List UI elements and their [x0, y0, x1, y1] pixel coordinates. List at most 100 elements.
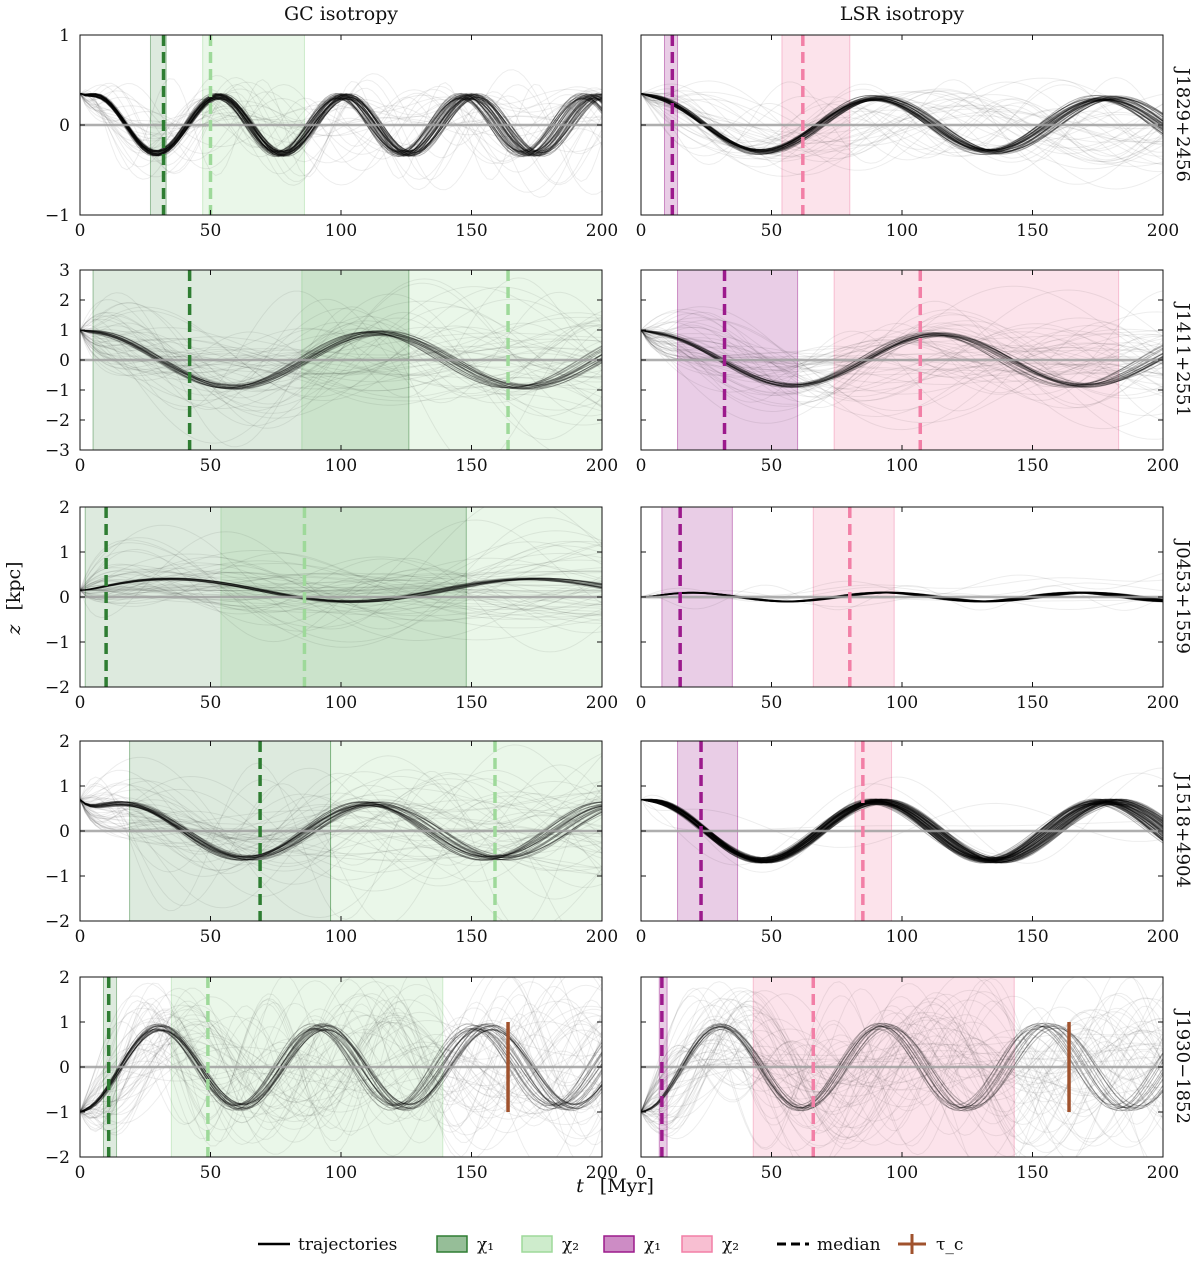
- x-tick-label: 100: [886, 1163, 918, 1183]
- x-tick-label: 100: [886, 927, 918, 947]
- legend-label: τ_c: [936, 1235, 963, 1255]
- plot-area: [80, 741, 602, 921]
- legend-label: χ₁: [477, 1235, 494, 1255]
- legend-item-4: χ₂: [681, 1235, 739, 1255]
- x-tick-label: 150: [1016, 456, 1048, 476]
- x-tick-label: 200: [1147, 693, 1179, 713]
- panel-2-0: 0 50 100 150 200 −2 −1 0 1 2: [45, 498, 618, 713]
- legend-item-0: trajectories: [258, 1235, 397, 1255]
- y-tick-label: 3: [59, 261, 70, 281]
- y-tick-label: 2: [59, 732, 70, 752]
- x-tick-label: 100: [325, 927, 357, 947]
- plot-area: [641, 270, 1163, 450]
- x-tick-label: 100: [325, 693, 357, 713]
- legend-item-1: χ₁: [436, 1235, 494, 1255]
- panel-3-1: 0 50 100 150 200 J1518+4904: [636, 740, 1193, 947]
- x-tick-label: 100: [886, 693, 918, 713]
- y-tick-label: −2: [45, 678, 70, 698]
- legend-label: χ₁: [644, 1235, 661, 1255]
- x-tick-label: 0: [636, 456, 647, 476]
- x-tick-label: 150: [1016, 1163, 1048, 1183]
- legend-item-2: χ₂: [521, 1235, 579, 1255]
- x-axis-unit: [Myr]: [600, 1175, 654, 1197]
- x-tick-label: 200: [586, 1163, 618, 1183]
- trajectories: [80, 744, 602, 921]
- y-tick-label: 1: [59, 321, 70, 341]
- x-tick-label: 0: [636, 927, 647, 947]
- x-axis-label: t [Myr]: [576, 1175, 654, 1197]
- y-tick-label: 0: [59, 588, 70, 608]
- y-tick-label: −2: [45, 411, 70, 431]
- x-tick-label: 0: [75, 221, 86, 241]
- column-title-lsr: LSR isotropy: [840, 3, 965, 25]
- panel-3-0: 0 50 100 150 200 −2 −1 0 1 2: [45, 732, 618, 947]
- x-tick-label: 50: [761, 693, 783, 713]
- x-tick-label: 100: [325, 456, 357, 476]
- x-tick-label: 150: [1016, 927, 1048, 947]
- x-tick-label: 150: [1016, 693, 1048, 713]
- y-tick-label: −2: [45, 912, 70, 932]
- x-tick-label: 100: [325, 221, 357, 241]
- trajectories: [80, 507, 602, 653]
- x-tick-label: 0: [636, 693, 647, 713]
- y-tick-label: 1: [59, 1013, 70, 1033]
- x-tick-label: 50: [761, 456, 783, 476]
- legend-item-3: χ₁: [603, 1235, 661, 1255]
- trajectories: [641, 76, 1163, 190]
- x-tick-label: 0: [636, 1163, 647, 1183]
- x-tick-label: 200: [1147, 1163, 1179, 1183]
- x-tick-label: 50: [200, 693, 222, 713]
- pulsar-label: J1829+2456: [1172, 66, 1193, 182]
- y-tick-label: −2: [45, 1148, 70, 1168]
- y-tick-label: −1: [45, 381, 70, 401]
- plot-area: [80, 35, 602, 215]
- legend-label: trajectories: [298, 1235, 397, 1255]
- pulsar-label: J1930−1852: [1172, 1008, 1193, 1124]
- x-tick-label: 50: [200, 221, 222, 241]
- panel-4-0: 0 50 100 150 200 −2 −1 0 1 2: [45, 968, 618, 1183]
- trajectories: [641, 572, 1163, 611]
- pulsar-label: J1411+2551: [1172, 301, 1193, 417]
- trajectories: [641, 767, 1163, 873]
- legend: trajectories χ₁ χ₂ χ₁ χ₂ median τ_c: [258, 1234, 963, 1255]
- x-tick-label: 200: [586, 693, 618, 713]
- panel-2-1: 0 50 100 150 200 J0453+1559: [636, 506, 1193, 713]
- x-tick-label: 50: [200, 1163, 222, 1183]
- y-tick-label: 2: [59, 498, 70, 518]
- column-title-gc: GC isotropy: [284, 3, 398, 25]
- plot-area: [641, 507, 1163, 687]
- x-tick-label: 50: [761, 1163, 783, 1183]
- legend-item-6: τ_c: [898, 1234, 963, 1255]
- y-tick-label: 0: [59, 351, 70, 371]
- y-tick-label: 2: [59, 291, 70, 311]
- x-tick-label: 0: [636, 221, 647, 241]
- legend-item-5: median: [777, 1235, 881, 1255]
- panel-4-1: 0 50 100 150 200 J1930−1852: [636, 976, 1193, 1183]
- trajectories: [641, 977, 1163, 1157]
- x-tick-label: 150: [455, 221, 487, 241]
- x-tick-label: 0: [75, 1163, 86, 1183]
- x-tick-label: 100: [886, 456, 918, 476]
- y-axis-symbol: z: [3, 624, 25, 636]
- plot-area: [641, 35, 1163, 215]
- plot-area: [641, 741, 1163, 921]
- x-tick-label: 200: [586, 927, 618, 947]
- x-tick-label: 150: [455, 456, 487, 476]
- y-tick-label: 0: [59, 822, 70, 842]
- x-tick-label: 200: [1147, 221, 1179, 241]
- x-tick-label: 150: [455, 1163, 487, 1183]
- x-tick-label: 150: [455, 693, 487, 713]
- x-tick-label: 150: [1016, 221, 1048, 241]
- x-tick-label: 150: [455, 927, 487, 947]
- x-tick-label: 50: [200, 456, 222, 476]
- x-tick-label: 50: [200, 927, 222, 947]
- x-axis-symbol: t: [576, 1175, 584, 1197]
- x-tick-label: 0: [75, 693, 86, 713]
- x-tick-label: 200: [1147, 927, 1179, 947]
- panel-1-0: 0 50 100 150 200 −3 −2 −1 0 1 2 3: [45, 261, 618, 476]
- panel-0-0: 0 50 100 150 200−101: [45, 26, 618, 241]
- y-tick-label: −3: [45, 441, 70, 461]
- pulsar-label: J0453+1559: [1172, 538, 1193, 654]
